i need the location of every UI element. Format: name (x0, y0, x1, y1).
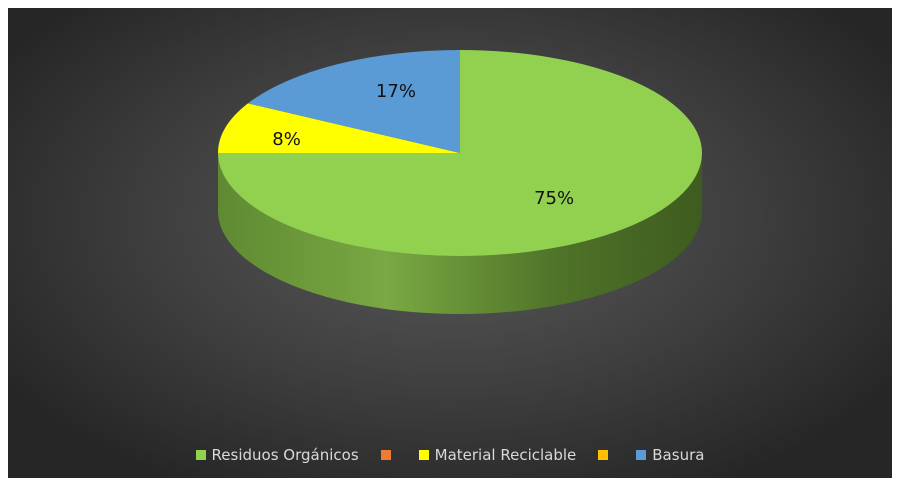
pie-side-wall (218, 153, 702, 314)
legend-label-residuos: Residuos Orgánicos (211, 446, 359, 464)
pie-label-0: 75% (534, 188, 574, 209)
pie-slice-2 (247, 50, 460, 153)
pie-sides (218, 153, 702, 314)
legend-item-gold (598, 446, 614, 464)
legend-swatch-orange (380, 450, 391, 460)
legend-label-basura: Basura (652, 446, 705, 464)
legend-swatch-residuos (195, 450, 206, 460)
legend-swatch-gold (598, 450, 609, 460)
pie-label-2: 17% (376, 81, 416, 102)
pie-slice-1 (218, 103, 460, 153)
legend-item-residuos: Residuos Orgánicos (195, 446, 359, 464)
legend: Residuos Orgánicos Material Reciclable B… (8, 446, 892, 464)
legend-swatch-material (418, 450, 429, 460)
pie-chart: 75% 8% 17% (218, 50, 702, 314)
pie-labels: 75% 8% 17% (272, 81, 574, 209)
legend-item-basura: Basura (636, 446, 704, 464)
pie-top (218, 50, 702, 256)
legend-item-orange (380, 446, 397, 464)
legend-label-material: Material Reciclable (434, 446, 577, 464)
pie-label-1: 8% (272, 129, 301, 150)
chart-area: 75% 8% 17% Residuos Orgánicos Material Rec… (8, 8, 892, 478)
legend-item-material: Material Reciclable (418, 446, 577, 464)
legend-swatch-basura (636, 450, 647, 460)
